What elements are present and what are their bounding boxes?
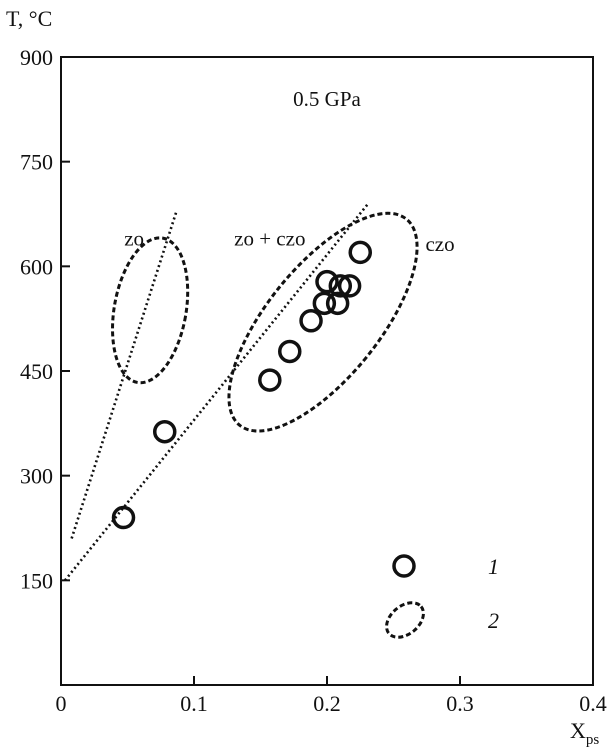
trend-line-1 — [63, 202, 370, 582]
data-point-0-4 — [299, 309, 323, 333]
annotation-1: zo — [124, 226, 144, 250]
x-tick-label-0: 0 — [56, 691, 67, 716]
field-layer — [111, 211, 419, 433]
x-tick-label-1: 0.1 — [180, 691, 208, 716]
axis-ticks: 0 0.1 0.2 0.3 0.4 150 300 450 600 750 900 — [20, 45, 607, 716]
legend-field-symbol — [385, 601, 425, 639]
data-point-0-10 — [348, 240, 372, 265]
data-point-0-2 — [258, 368, 282, 392]
legend: 1 2 — [385, 554, 499, 639]
data-point-0-0 — [111, 505, 136, 530]
annotation-3: czo — [425, 232, 454, 256]
y-tick-label-4: 750 — [20, 150, 53, 175]
x-tick-label-2: 0.2 — [313, 691, 341, 716]
field-ellipse-0 — [111, 236, 190, 385]
data-point-0-5 — [312, 291, 337, 316]
field-ellipse-1 — [227, 211, 419, 433]
y-tick-label-1: 300 — [20, 464, 53, 489]
legend-label-2: 2 — [488, 608, 499, 633]
data-point-0-1 — [152, 419, 177, 444]
y-tick-label-3: 600 — [20, 254, 53, 279]
data-point-0-9 — [337, 274, 362, 298]
data-points — [111, 240, 372, 530]
data-point-0-8 — [328, 274, 353, 298]
annotations: 0.5 GPa zo zo + czo czo — [124, 87, 454, 256]
data-point-0-3 — [278, 339, 302, 364]
y-tick-label-2: 450 — [20, 359, 53, 384]
y-tick-label-5: 900 — [20, 45, 53, 70]
annotation-2: zo + czo — [234, 226, 305, 250]
y-axis-label: T, °C — [6, 6, 52, 31]
annotation-0: 0.5 GPa — [293, 87, 361, 111]
x-axis-label-subscript: ps — [586, 732, 600, 747]
x-tick-label-3: 0.3 — [446, 691, 474, 716]
legend-label-1: 1 — [488, 554, 499, 579]
x-axis-label: Xps — [570, 718, 599, 747]
data-point-0-6 — [325, 291, 350, 316]
data-point-0-7 — [315, 269, 339, 294]
x-tick-label-4: 0.4 — [579, 691, 607, 716]
trend-line-0 — [70, 210, 178, 539]
x-axis-label-main: X — [570, 718, 586, 743]
legend-point-symbol — [392, 554, 416, 578]
y-tick-label-0: 150 — [20, 568, 53, 593]
plot-frame — [60, 56, 594, 686]
trend-line-layer — [63, 202, 370, 582]
